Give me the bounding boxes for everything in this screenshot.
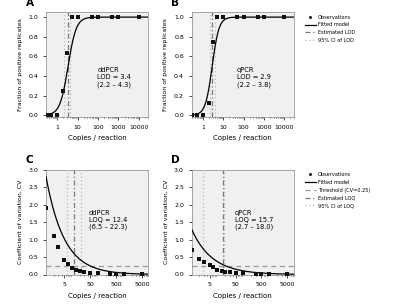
Point — [81, 269, 88, 274]
Point — [200, 113, 206, 118]
Point — [258, 271, 265, 276]
Point — [139, 272, 145, 277]
Text: A: A — [26, 0, 34, 8]
Point — [51, 234, 57, 239]
Point — [43, 206, 49, 210]
Point — [188, 248, 195, 253]
Point — [234, 15, 240, 20]
Point — [68, 15, 75, 20]
Point — [120, 271, 127, 276]
Point — [60, 88, 66, 93]
Point — [87, 270, 93, 275]
Legend: Observations, Fitted model, Estimated LOD, 95% CI of LOD: Observations, Fitted model, Estimated LO… — [305, 15, 355, 43]
Point — [227, 270, 233, 275]
Y-axis label: Coefficient of variation, CV: Coefficient of variation, CV — [164, 180, 168, 264]
X-axis label: Copies / reaction: Copies / reaction — [213, 293, 272, 299]
Point — [69, 266, 75, 271]
Point — [95, 271, 101, 275]
X-axis label: Copies / reaction: Copies / reaction — [68, 293, 127, 299]
Point — [206, 263, 213, 267]
Point — [189, 113, 195, 118]
Point — [222, 269, 228, 274]
Point — [254, 15, 261, 20]
Point — [61, 257, 67, 262]
Point — [109, 15, 116, 20]
Text: ddPCR
LOQ = 12.4
(6.5 – 22.3): ddPCR LOQ = 12.4 (6.5 – 22.3) — [89, 210, 128, 230]
Point — [232, 271, 239, 275]
Point — [284, 272, 290, 277]
Point — [115, 15, 122, 20]
Point — [107, 271, 113, 276]
Point — [261, 15, 267, 20]
Text: ddPCR
LOD = 3.4
(2.2 – 4.3): ddPCR LOD = 3.4 (2.2 – 4.3) — [97, 67, 131, 88]
Point — [214, 15, 220, 20]
Point — [89, 15, 95, 20]
Point — [113, 271, 119, 276]
Point — [206, 101, 212, 106]
Text: D: D — [171, 155, 180, 165]
Point — [44, 113, 50, 118]
Point — [64, 51, 70, 56]
Point — [281, 15, 288, 20]
Text: qPCR
LOQ = 15.7
(2.7 – 18.0): qPCR LOQ = 15.7 (2.7 – 18.0) — [234, 210, 273, 230]
Text: C: C — [26, 155, 33, 165]
Point — [76, 269, 83, 274]
Point — [209, 39, 216, 44]
Y-axis label: Fraction of positive replicates: Fraction of positive replicates — [164, 18, 168, 111]
Point — [194, 113, 200, 118]
Point — [240, 15, 247, 20]
Text: B: B — [171, 0, 179, 8]
Point — [95, 15, 101, 20]
Point — [48, 113, 54, 118]
Point — [210, 264, 217, 269]
Point — [73, 268, 80, 273]
Point — [201, 260, 207, 265]
Point — [55, 245, 62, 250]
Point — [220, 15, 226, 20]
Y-axis label: Fraction of positive replicates: Fraction of positive replicates — [18, 18, 23, 111]
Point — [214, 268, 221, 273]
Text: qPCR
LOD = 2.9
(2.2 – 3.8): qPCR LOD = 2.9 (2.2 – 3.8) — [237, 67, 271, 88]
X-axis label: Copies / reaction: Copies / reaction — [68, 135, 127, 141]
Point — [252, 271, 259, 276]
Point — [196, 256, 202, 261]
X-axis label: Copies / reaction: Copies / reaction — [213, 135, 272, 141]
Y-axis label: Coefficient of variation, CV: Coefficient of variation, CV — [18, 180, 23, 264]
Point — [54, 113, 60, 118]
Legend: Observations, Fitted model, Threshold (CV=0.25), Estimated LOQ, 95% CI of LOQ: Observations, Fitted model, Threshold (C… — [305, 172, 370, 208]
Point — [266, 271, 272, 276]
Point — [65, 262, 71, 267]
Point — [240, 271, 246, 276]
Point — [219, 269, 225, 274]
Point — [74, 15, 81, 20]
Point — [136, 15, 142, 20]
Point — [54, 113, 60, 118]
Point — [200, 113, 206, 118]
